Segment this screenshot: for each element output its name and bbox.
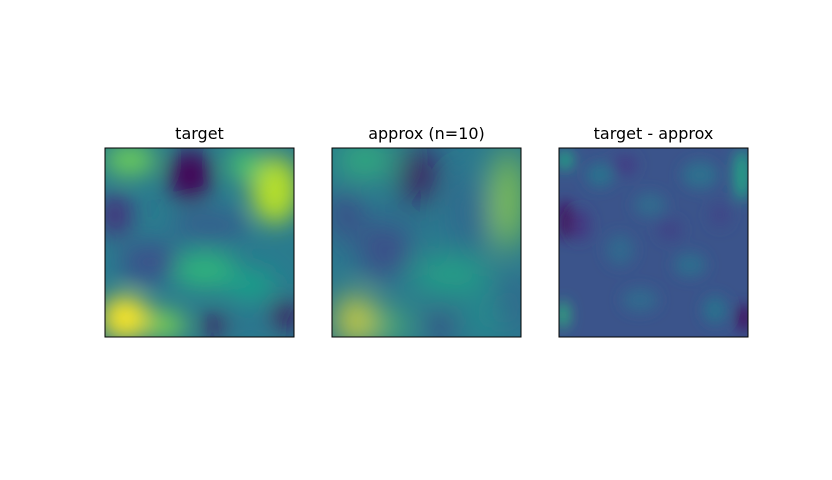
heatmap-image: [559, 148, 748, 337]
panel-residual: target - approx: [558, 124, 749, 338]
axes-frame: [331, 147, 522, 338]
panel-title: target - approx: [594, 124, 714, 143]
axes-frame: [558, 147, 749, 338]
heatmap-image: [332, 148, 521, 337]
panel-title: target: [175, 124, 224, 143]
panel-approx: approx (n=10): [331, 124, 522, 338]
panel-target: target: [104, 124, 295, 338]
axes-frame: [104, 147, 295, 338]
heatmap-image: [105, 148, 294, 337]
panel-title: approx (n=10): [368, 124, 485, 143]
